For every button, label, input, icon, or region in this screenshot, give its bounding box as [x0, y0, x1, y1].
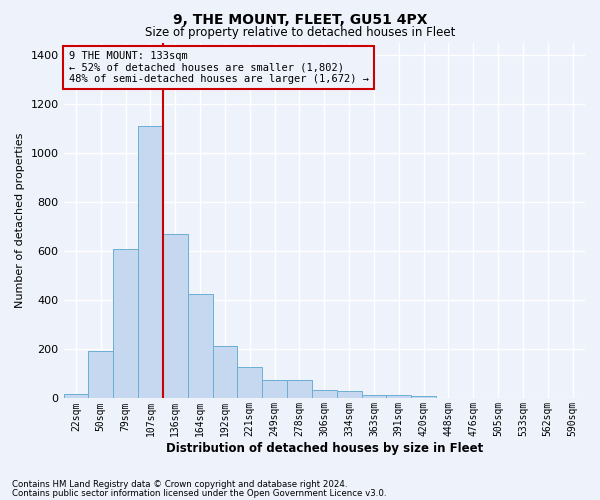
Text: 9 THE MOUNT: 133sqm
← 52% of detached houses are smaller (1,802)
48% of semi-det: 9 THE MOUNT: 133sqm ← 52% of detached ho… — [68, 51, 368, 84]
Bar — [262, 380, 287, 398]
Bar — [238, 366, 262, 398]
Bar — [362, 394, 386, 398]
Bar — [64, 394, 88, 398]
Bar — [113, 248, 138, 398]
Bar — [312, 390, 337, 398]
Text: Contains HM Land Registry data © Crown copyright and database right 2024.: Contains HM Land Registry data © Crown c… — [12, 480, 347, 489]
Bar — [188, 294, 212, 399]
Text: Contains public sector information licensed under the Open Government Licence v3: Contains public sector information licen… — [12, 488, 386, 498]
Bar — [138, 126, 163, 398]
X-axis label: Distribution of detached houses by size in Fleet: Distribution of detached houses by size … — [166, 442, 483, 455]
Bar — [337, 391, 362, 398]
Text: Size of property relative to detached houses in Fleet: Size of property relative to detached ho… — [145, 26, 455, 39]
Bar — [411, 396, 436, 398]
Y-axis label: Number of detached properties: Number of detached properties — [15, 133, 25, 308]
Bar — [287, 380, 312, 398]
Bar — [88, 350, 113, 399]
Bar — [212, 346, 238, 399]
Bar — [163, 234, 188, 398]
Text: 9, THE MOUNT, FLEET, GU51 4PX: 9, THE MOUNT, FLEET, GU51 4PX — [173, 12, 427, 26]
Bar — [386, 394, 411, 398]
